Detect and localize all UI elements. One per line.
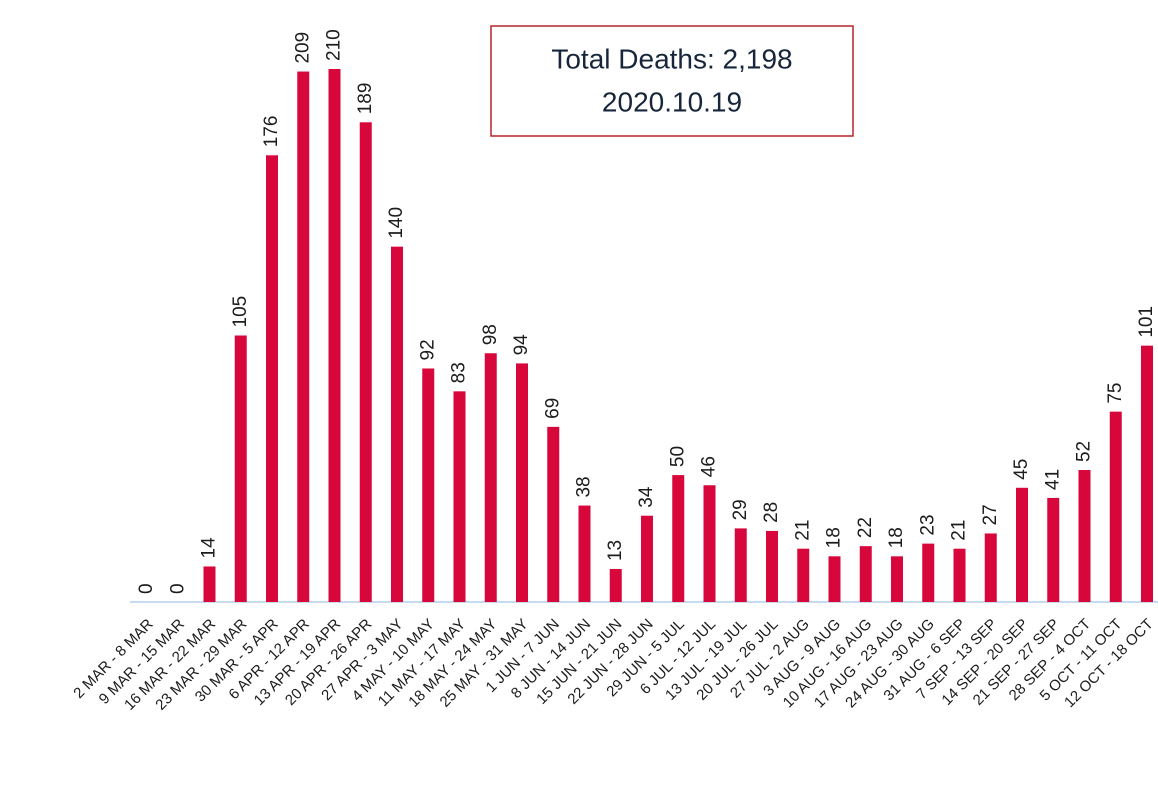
data-label: 189: [355, 83, 376, 115]
data-label: 98: [480, 324, 501, 345]
bar: [578, 505, 591, 602]
bar: [391, 246, 403, 602]
bar: [797, 548, 810, 602]
bar: [484, 353, 497, 602]
bar: [203, 566, 216, 602]
data-label: 101: [1136, 306, 1157, 338]
bar: [1016, 487, 1028, 602]
bar: [266, 155, 278, 603]
data-label: 13: [605, 540, 626, 561]
data-label: 23: [917, 514, 938, 535]
data-label: 75: [1105, 383, 1126, 404]
data-label: 0: [167, 583, 188, 594]
data-label: 29: [730, 499, 751, 520]
data-label: 50: [667, 446, 688, 467]
bar: [922, 543, 935, 602]
data-label: 21: [949, 520, 970, 541]
data-label: 38: [574, 476, 595, 497]
data-label: 21: [792, 520, 813, 541]
data-label: 45: [1011, 459, 1032, 480]
bar: [672, 475, 685, 602]
bar: [984, 533, 997, 602]
bar: [859, 546, 872, 602]
bar: [422, 368, 435, 602]
data-label: 52: [1074, 441, 1095, 462]
bar: [547, 426, 560, 602]
data-label: 18: [824, 527, 845, 548]
data-label: 34: [636, 486, 657, 508]
bar: [891, 556, 903, 602]
data-label: 92: [417, 339, 438, 360]
bar: [328, 69, 341, 602]
annotation: 2020.10.19: [602, 86, 742, 117]
bar: [1078, 470, 1091, 602]
data-label: 27: [980, 504, 1001, 525]
bar: [297, 71, 310, 603]
data-label: 14: [199, 537, 220, 559]
bar: [609, 569, 622, 602]
data-label: 69: [542, 398, 563, 419]
bar: [953, 548, 966, 602]
annotation: Total Deaths: 2,198: [551, 43, 792, 74]
data-label: 94: [511, 334, 532, 356]
data-label: 0: [136, 583, 157, 594]
annotation-box: [490, 25, 854, 137]
data-label: 22: [855, 517, 876, 538]
bar: [453, 391, 466, 602]
bar: [828, 556, 841, 602]
data-label: 18: [886, 527, 907, 548]
bar: [234, 335, 247, 602]
data-label: 209: [292, 32, 313, 64]
bar: [766, 530, 778, 602]
data-label: 105: [230, 296, 251, 328]
bar: [1141, 345, 1153, 602]
data-label: 46: [699, 456, 720, 477]
data-label: 41: [1042, 469, 1063, 490]
bar: [703, 485, 716, 602]
bar: [516, 363, 528, 602]
bar: [1047, 497, 1060, 602]
bar: [1109, 411, 1122, 602]
data-label: 28: [761, 502, 782, 523]
data-label: 210: [324, 29, 345, 61]
data-label: 140: [386, 207, 407, 239]
bar: [641, 515, 653, 602]
bar: [734, 528, 747, 602]
data-label: 83: [449, 362, 470, 383]
data-label: 176: [261, 116, 282, 148]
bar: [359, 122, 372, 603]
